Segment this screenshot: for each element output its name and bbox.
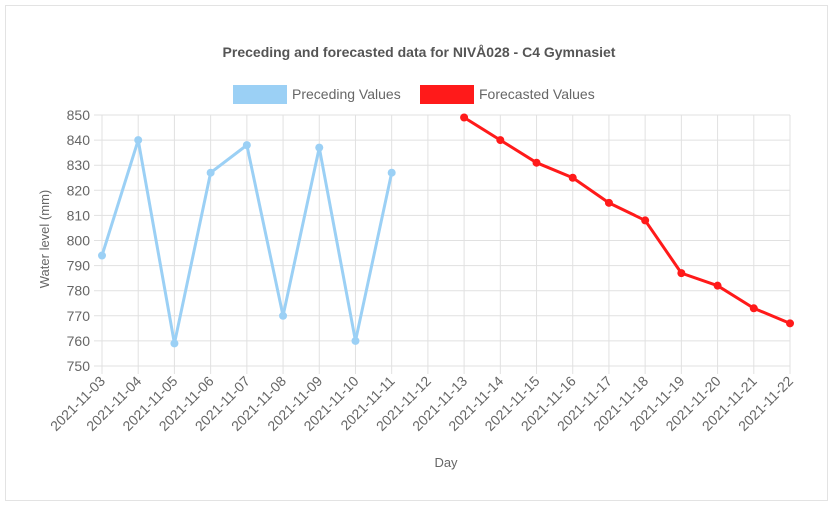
series-group — [98, 113, 794, 348]
chart-frame — [5, 5, 828, 501]
legend-swatch[interactable] — [420, 85, 474, 104]
series-line — [463, 116, 791, 325]
y-tick-label: 780 — [67, 283, 91, 299]
data-point[interactable] — [749, 304, 758, 313]
y-tick-label: 830 — [67, 157, 91, 173]
data-point[interactable] — [387, 168, 396, 177]
chart-title: Preceding and forecasted data for NIVÅ02… — [223, 44, 616, 60]
legend-label[interactable]: Forecasted Values — [479, 86, 595, 102]
x-axis-title: Day — [434, 455, 458, 470]
data-point[interactable] — [315, 143, 324, 152]
y-tick-label: 850 — [67, 107, 91, 123]
legend-label[interactable]: Preceding Values — [292, 86, 401, 102]
y-tick-label: 760 — [67, 333, 91, 349]
data-point[interactable] — [677, 269, 686, 278]
series-0 — [98, 136, 396, 348]
data-point[interactable] — [134, 136, 143, 145]
y-axis-title: Water level (mm) — [37, 190, 52, 288]
y-tick-label: 770 — [67, 308, 91, 324]
data-point[interactable] — [460, 113, 469, 122]
series-1 — [460, 113, 794, 328]
y-tick-label: 810 — [67, 207, 91, 223]
legend-swatch[interactable] — [233, 85, 287, 104]
legend: Preceding Values Forecasted Values — [233, 85, 595, 104]
grid — [94, 114, 791, 374]
data-point[interactable] — [351, 336, 360, 345]
y-tick-label: 800 — [67, 233, 91, 249]
x-axis-ticks: 2021-11-032021-11-042021-11-052021-11-06… — [47, 373, 796, 434]
data-point[interactable] — [641, 216, 650, 225]
y-tick-label: 820 — [67, 182, 91, 198]
data-point[interactable] — [786, 319, 794, 328]
data-point[interactable] — [604, 198, 613, 207]
data-point[interactable] — [713, 281, 722, 290]
data-point[interactable] — [206, 168, 215, 177]
y-tick-label: 840 — [67, 132, 91, 148]
y-tick-label: 750 — [67, 358, 91, 374]
y-tick-label: 790 — [67, 258, 91, 274]
data-point[interactable] — [98, 251, 106, 260]
data-point[interactable] — [496, 136, 505, 145]
data-point[interactable] — [568, 173, 577, 182]
data-point[interactable] — [170, 339, 179, 348]
y-axis-ticks: 750 760 770 780 790 800 810 820 830 840 850 — [67, 107, 91, 374]
data-point[interactable] — [242, 141, 251, 150]
data-point[interactable] — [532, 158, 541, 167]
data-point[interactable] — [279, 311, 288, 320]
